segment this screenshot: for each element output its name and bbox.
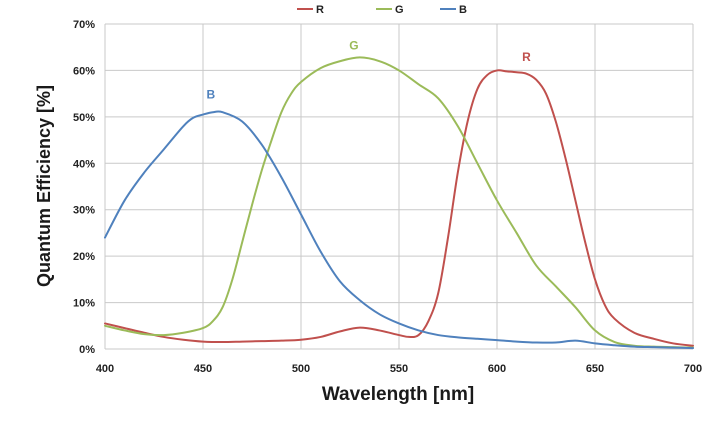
y-tick-label: 30%	[73, 205, 95, 217]
y-axis-tick-labels: 0% 10% 20% 30% 40% 50% 60% 70%	[73, 19, 95, 356]
series-line-b	[104, 110, 694, 350]
y-tick-label: 60%	[73, 65, 95, 77]
x-tick-label: 700	[684, 363, 702, 375]
x-axis-tick-labels: 400 450 500 550 600 650 700	[96, 363, 702, 375]
legend-label-b: B	[459, 4, 467, 16]
series-lines	[104, 56, 694, 350]
x-tick-label: 650	[586, 363, 604, 375]
x-tick-label: 400	[96, 363, 114, 375]
y-tick-label: 70%	[73, 19, 95, 31]
x-tick-label: 500	[292, 363, 310, 375]
legend-label-r: R	[316, 4, 324, 16]
y-tick-label: 20%	[73, 251, 95, 263]
x-tick-label: 450	[194, 363, 212, 375]
x-axis-title: Wavelength [nm]	[322, 384, 474, 405]
series-line-r	[104, 69, 694, 347]
x-tick-label: 550	[390, 363, 408, 375]
grid	[104, 23, 694, 350]
series-annotations: R G B	[207, 39, 532, 102]
series-label-b: B	[207, 87, 216, 101]
y-tick-label: 50%	[73, 112, 95, 124]
y-axis-title: Quantum Efficiency [%]	[34, 85, 54, 287]
y-tick-label: 10%	[73, 298, 95, 310]
series-label-r: R	[522, 50, 531, 64]
series-label-g: G	[349, 39, 358, 53]
y-tick-label: 40%	[73, 158, 95, 170]
series-line-g	[104, 56, 694, 349]
y-tick-label: 0%	[79, 344, 95, 356]
legend-label-g: G	[395, 4, 404, 16]
x-tick-label: 600	[488, 363, 506, 375]
